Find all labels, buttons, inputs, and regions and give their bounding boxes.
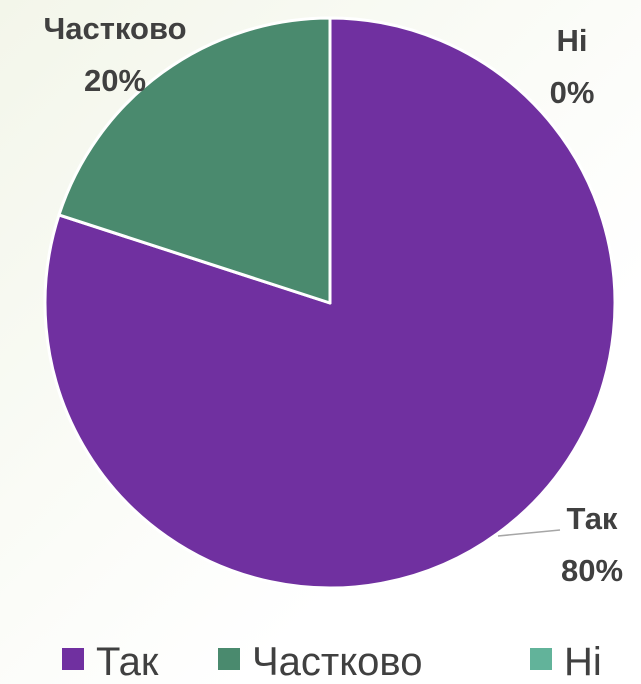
legend-label: Ні	[564, 640, 602, 684]
leader-line	[497, 529, 561, 537]
pie-slice	[57, 16, 332, 305]
legend-label: Так	[96, 640, 159, 684]
data-label-name: Ні	[557, 23, 588, 58]
legend-swatch	[218, 648, 240, 670]
data-label-name: Так	[567, 501, 618, 536]
data-label-value: 20%	[84, 63, 146, 98]
legend-swatch	[530, 648, 552, 670]
data-label-value: 80%	[561, 553, 623, 588]
data-label-name: Частково	[43, 11, 186, 46]
legend-swatch	[62, 648, 84, 670]
data-label-value: 0%	[550, 75, 595, 110]
legend-label: Частково	[252, 640, 422, 684]
